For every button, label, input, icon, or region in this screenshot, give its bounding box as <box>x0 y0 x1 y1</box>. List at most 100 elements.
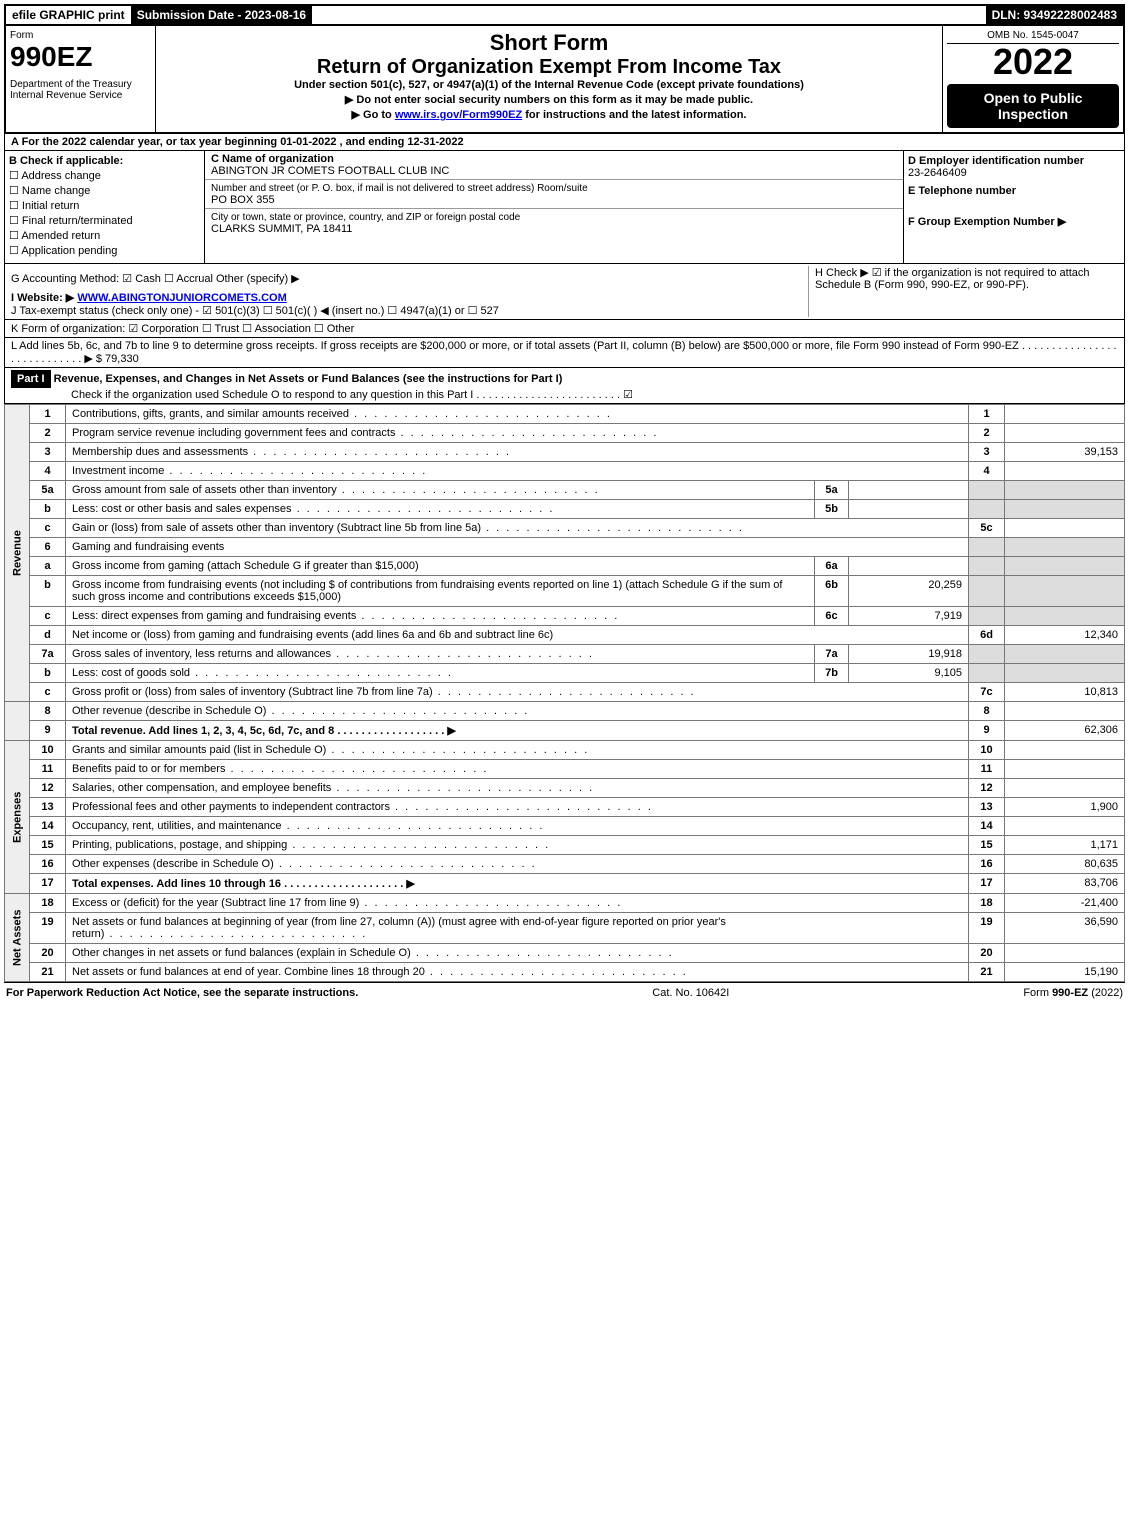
line-2-rn: 2 <box>969 424 1005 443</box>
line-7a-subamt: 19,918 <box>849 645 969 664</box>
line-1-rn: 1 <box>969 405 1005 424</box>
row-h-schedule-b: H Check ▶ ☑ if the organization is not r… <box>808 266 1118 317</box>
line-19-amt: 36,590 <box>1005 913 1125 944</box>
line-5a-amt <box>1005 481 1125 500</box>
line-7b-text: Less: cost of goods sold <box>66 664 815 683</box>
line-19-text: Net assets or fund balances at beginning… <box>66 913 969 944</box>
line-4-no: 4 <box>30 462 66 481</box>
ein-value: 23-2646409 <box>908 167 1120 179</box>
line-13-no: 13 <box>30 798 66 817</box>
line-6c-text: Less: direct expenses from gaming and fu… <box>66 607 815 626</box>
line-6-amt <box>1005 538 1125 557</box>
line-3-amt: 39,153 <box>1005 443 1125 462</box>
line-5b-subamt <box>849 500 969 519</box>
line-6d-no: d <box>30 626 66 645</box>
line-17-rn: 17 <box>969 874 1005 894</box>
line-17-text: Total expenses. Add lines 10 through 16 … <box>66 874 969 894</box>
line-21-no: 21 <box>30 963 66 982</box>
line-16-amt: 80,635 <box>1005 855 1125 874</box>
c-name-label: C Name of organization <box>211 153 334 165</box>
line-7b-no: b <box>30 664 66 683</box>
irs-link[interactable]: www.irs.gov/Form990EZ <box>395 109 522 121</box>
line-18-rn: 18 <box>969 894 1005 913</box>
line-18-amt: -21,400 <box>1005 894 1125 913</box>
line-4-text: Investment income <box>66 462 969 481</box>
footer-center: Cat. No. 10642I <box>652 987 729 999</box>
line-6d-rn: 6d <box>969 626 1005 645</box>
line-5b-rn <box>969 500 1005 519</box>
row-l-gross-receipts: L Add lines 5b, 6c, and 7b to line 9 to … <box>4 338 1125 368</box>
line-15-no: 15 <box>30 836 66 855</box>
website-link[interactable]: WWW.ABINGTONJUNIORCOMETS.COM <box>77 292 286 304</box>
line-10-rn: 10 <box>969 741 1005 760</box>
e-phone-label: E Telephone number <box>908 185 1120 197</box>
line-6a-text: Gross income from gaming (attach Schedul… <box>66 557 815 576</box>
line-10-amt <box>1005 741 1125 760</box>
line-6b-amt <box>1005 576 1125 607</box>
line-11-no: 11 <box>30 760 66 779</box>
row-a-tax-year: A For the 2022 calendar year, or tax yea… <box>4 134 1125 151</box>
check-address-change[interactable]: Address change <box>9 169 200 182</box>
line-1-text: Contributions, gifts, grants, and simila… <box>66 405 969 424</box>
check-application-pending[interactable]: Application pending <box>9 244 200 257</box>
under-section: Under section 501(c), 527, or 4947(a)(1)… <box>160 79 938 91</box>
part-i-title: Revenue, Expenses, and Changes in Net As… <box>54 373 563 385</box>
col-c-org: C Name of organization ABINGTON JR COMET… <box>205 151 904 263</box>
line-8-amt <box>1005 702 1125 721</box>
line-17-amt: 83,706 <box>1005 874 1125 894</box>
header-left: Form 990EZ Department of the Treasury In… <box>6 26 156 132</box>
line-18-no: 18 <box>30 894 66 913</box>
org-city: CLARKS SUMMIT, PA 18411 <box>211 223 352 235</box>
direction-1: ▶ Do not enter social security numbers o… <box>160 93 938 106</box>
line-2-text: Program service revenue including govern… <box>66 424 969 443</box>
line-9-text: Total revenue. Add lines 1, 2, 3, 4, 5c,… <box>66 721 969 741</box>
line-6-no: 6 <box>30 538 66 557</box>
line-2-no: 2 <box>30 424 66 443</box>
line-5b-no: b <box>30 500 66 519</box>
line-6b-rn <box>969 576 1005 607</box>
line-6b-text: Gross income from fundraising events (no… <box>66 576 815 607</box>
line-20-amt <box>1005 944 1125 963</box>
line-7a-amt <box>1005 645 1125 664</box>
org-name: ABINGTON JR COMETS FOOTBALL CLUB INC <box>211 165 449 177</box>
line-7b-rn <box>969 664 1005 683</box>
line-6a-amt <box>1005 557 1125 576</box>
line-20-no: 20 <box>30 944 66 963</box>
line-6b-no: b <box>30 576 66 607</box>
check-if-applicable: B Check if applicable: <box>9 155 200 167</box>
check-initial-return[interactable]: Initial return <box>9 199 200 212</box>
line-9-amt: 62,306 <box>1005 721 1125 741</box>
line-8-no: 8 <box>30 702 66 721</box>
line-10-no: 10 <box>30 741 66 760</box>
gh-row: G Accounting Method: ☑ Cash ☐ Accrual Ot… <box>4 264 1125 320</box>
check-amended-return[interactable]: Amended return <box>9 229 200 242</box>
line-7a-rn <box>969 645 1005 664</box>
line-12-no: 12 <box>30 779 66 798</box>
line-19-rn: 19 <box>969 913 1005 944</box>
col-d-ein: D Employer identification number 23-2646… <box>904 151 1124 263</box>
line-7a-no: 7a <box>30 645 66 664</box>
line-3-no: 3 <box>30 443 66 462</box>
line-5c-rn: 5c <box>969 519 1005 538</box>
row-g-accounting: G Accounting Method: ☑ Cash ☐ Accrual Ot… <box>11 266 808 291</box>
line-6c-subamt: 7,919 <box>849 607 969 626</box>
line-3-rn: 3 <box>969 443 1005 462</box>
line-2-amt <box>1005 424 1125 443</box>
line-8-text: Other revenue (describe in Schedule O) <box>66 702 969 721</box>
check-name-change[interactable]: Name change <box>9 184 200 197</box>
phone-value <box>908 197 1120 209</box>
open-to-public: Open to Public Inspection <box>947 84 1119 128</box>
line-7b-subamt: 9,105 <box>849 664 969 683</box>
footer-left: For Paperwork Reduction Act Notice, see … <box>6 987 358 999</box>
side-revenue: Revenue <box>5 405 30 702</box>
line-6a-rn <box>969 557 1005 576</box>
line-5a-text: Gross amount from sale of assets other t… <box>66 481 815 500</box>
line-11-text: Benefits paid to or for members <box>66 760 969 779</box>
line-5a-sub: 5a <box>815 481 849 500</box>
line-7c-rn: 7c <box>969 683 1005 702</box>
part-i-header: Part I <box>11 370 51 388</box>
line-6b-sub: 6b <box>815 576 849 607</box>
form-number: 990EZ <box>10 41 151 73</box>
line-12-rn: 12 <box>969 779 1005 798</box>
check-final-return[interactable]: Final return/terminated <box>9 214 200 227</box>
